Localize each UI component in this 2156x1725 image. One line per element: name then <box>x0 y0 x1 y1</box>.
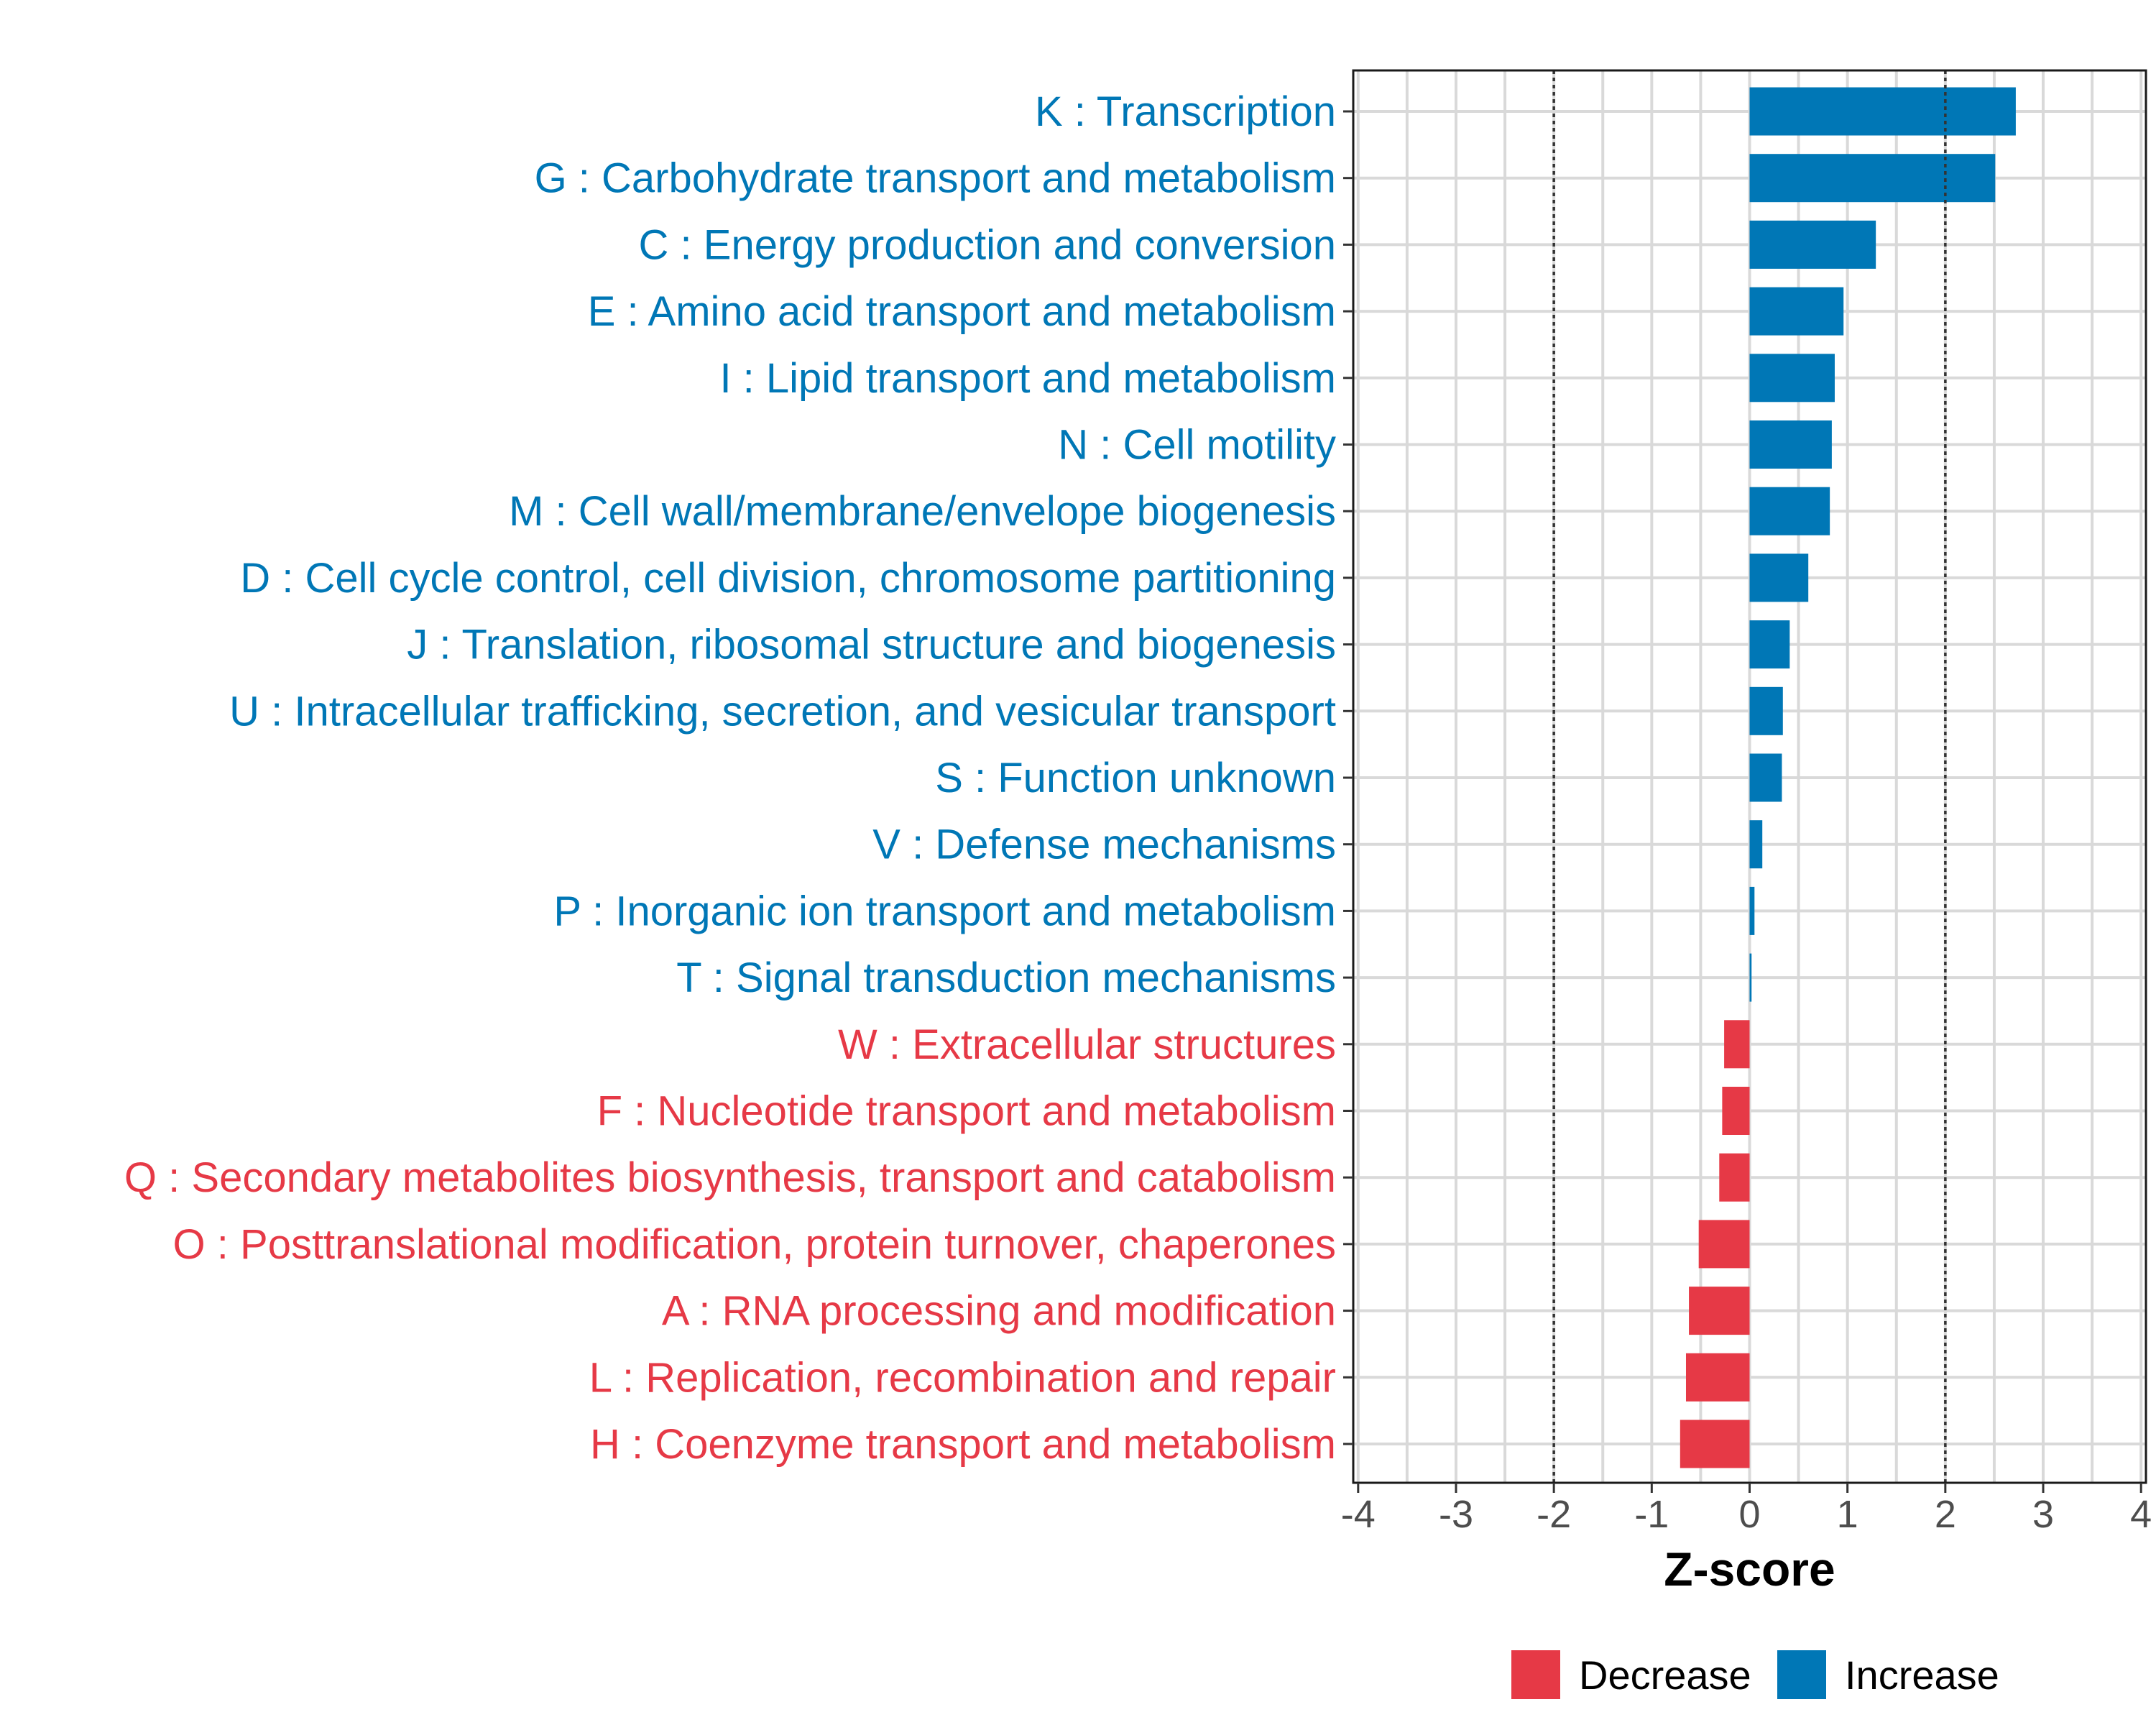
bar <box>1749 487 1830 535</box>
bar <box>1719 1153 1750 1202</box>
bar <box>1749 220 1876 269</box>
bar <box>1749 820 1763 869</box>
bar <box>1749 620 1790 669</box>
x-tick-label: 1 <box>1837 1493 1858 1536</box>
category-label: J : Translation, ribosomal structure and… <box>407 622 1336 668</box>
legend-label-decrease: Decrease <box>1579 1652 1751 1698</box>
bar <box>1698 1220 1750 1269</box>
bar-layer <box>1680 87 2016 1468</box>
category-label: S : Function unknown <box>935 755 1336 801</box>
category-label: C : Energy production and conversion <box>639 221 1336 268</box>
category-label: P : Inorganic ion transport and metaboli… <box>553 888 1336 934</box>
bar <box>1749 87 2016 136</box>
x-tick-label: 0 <box>1738 1493 1760 1536</box>
category-label: W : Extracellular structures <box>838 1021 1336 1068</box>
bar <box>1722 1087 1750 1135</box>
category-label: O : Posttranslational modification, prot… <box>173 1221 1336 1268</box>
legend-key-decrease <box>1511 1650 1560 1699</box>
bar <box>1749 953 1752 1002</box>
category-label: F : Nucleotide transport and metabolism <box>597 1088 1336 1135</box>
bar <box>1724 1020 1750 1069</box>
category-label: K : Transcription <box>1035 88 1336 135</box>
legend-key-increase <box>1777 1650 1826 1699</box>
x-tick-label: -2 <box>1537 1493 1571 1536</box>
bar <box>1749 420 1832 469</box>
x-tick-label: -3 <box>1439 1493 1473 1536</box>
category-label: H : Coenzyme transport and metabolism <box>590 1421 1336 1468</box>
x-axis-title: Z-score <box>1664 1542 1835 1596</box>
bar <box>1749 354 1835 402</box>
category-label: D : Cell cycle control, cell division, c… <box>240 555 1336 602</box>
category-labels: K : Transcription G : Carbohydrate transp… <box>124 88 1336 1468</box>
x-tick-label: 4 <box>2130 1493 2152 1536</box>
category-label: T : Signal transduction mechanisms <box>676 954 1336 1001</box>
x-tick-label: -1 <box>1634 1493 1669 1536</box>
bar <box>1749 886 1755 935</box>
category-label: V : Defense mechanisms <box>872 822 1336 868</box>
bar <box>1749 154 1996 203</box>
x-tick-label: 2 <box>1935 1493 1956 1536</box>
y-axis-ticks <box>1343 110 1353 1445</box>
category-label: L : Replication, recombination and repai… <box>589 1354 1336 1401</box>
bar <box>1689 1287 1750 1335</box>
category-label: G : Carbohydrate transport and metabolis… <box>535 155 1336 202</box>
bar <box>1749 553 1809 602</box>
category-label: M : Cell wall/membrane/envelope biogenes… <box>509 488 1336 535</box>
bar <box>1749 686 1783 735</box>
x-axis-ticks: -4 -3 -2 -1 0 1 2 3 4 <box>1341 1483 2152 1536</box>
bar <box>1749 753 1782 802</box>
legend-label-increase: Increase <box>1845 1652 1999 1698</box>
reference-lines <box>1552 70 1947 1483</box>
category-label: N : Cell motility <box>1058 422 1336 469</box>
category-label: A : RNA processing and modification <box>662 1288 1336 1335</box>
bar <box>1680 1420 1750 1468</box>
legend: Decrease Increase <box>1511 1650 1999 1699</box>
category-label: E : Amino acid transport and metabolism <box>588 288 1336 335</box>
category-label: I : Lipid transport and metabolism <box>719 355 1336 402</box>
category-label: U : Intracellular trafficking, secretion… <box>229 688 1336 735</box>
bar <box>1749 287 1844 336</box>
x-tick-label: 3 <box>2032 1493 2054 1536</box>
x-tick-label: -4 <box>1341 1493 1376 1536</box>
bar <box>1685 1353 1750 1402</box>
category-label: Q : Secondary metabolites biosynthesis, … <box>124 1154 1336 1201</box>
